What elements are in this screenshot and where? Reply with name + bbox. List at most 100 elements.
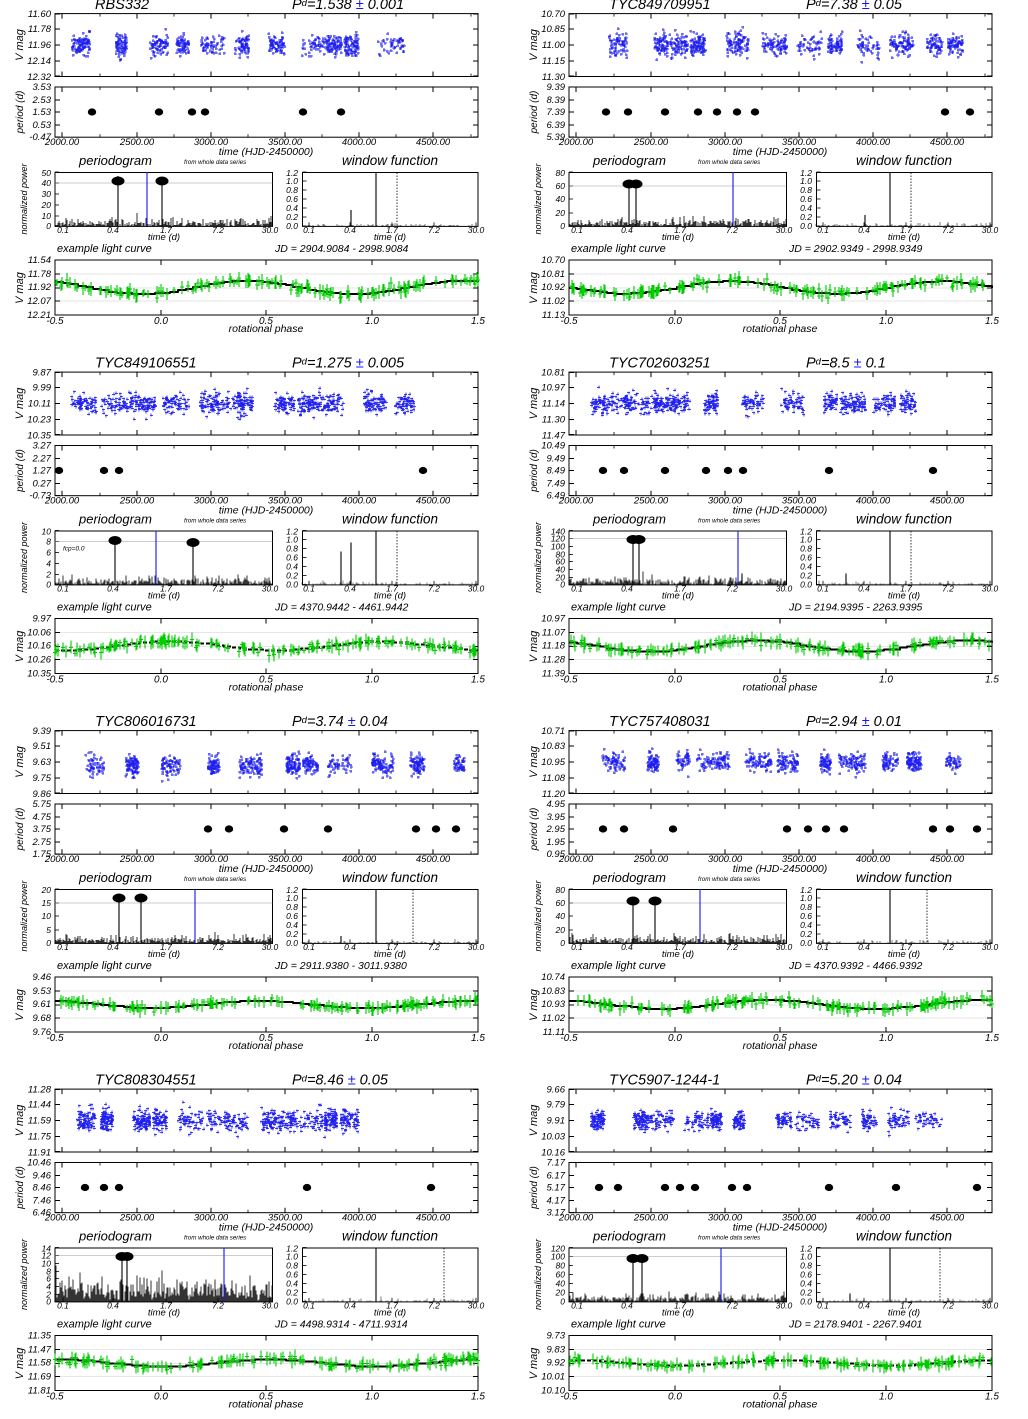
svg-text:0.0: 0.0 — [286, 221, 298, 231]
svg-text:11.44: 11.44 — [28, 1100, 51, 1111]
svg-text:rotational phase: rotational phase — [743, 1040, 818, 1052]
svg-text:4000.00: 4000.00 — [342, 854, 377, 865]
svg-text:5: 5 — [46, 925, 51, 935]
svg-text:JD = 4370.9442 - 4461.9442: JD = 4370.9442 - 4461.9442 — [274, 602, 409, 614]
svg-text:example light curve: example light curve — [57, 960, 152, 972]
svg-text:10.11: 10.11 — [28, 399, 51, 410]
svg-text:11.92: 11.92 — [28, 282, 52, 293]
svg-text:15: 15 — [42, 898, 52, 908]
svg-text:V mag: V mag — [14, 1104, 26, 1137]
svg-text:4500.00: 4500.00 — [930, 496, 965, 507]
svg-text:5.75: 5.75 — [33, 799, 52, 810]
svg-text:10.83: 10.83 — [541, 741, 565, 752]
svg-text:11.08: 11.08 — [542, 773, 566, 784]
svg-text:V mag: V mag — [14, 745, 26, 778]
svg-text:8.46: 8.46 — [33, 1183, 52, 1194]
svg-text:time (d): time (d) — [374, 949, 406, 960]
svg-text:4.17: 4.17 — [547, 1196, 566, 1207]
svg-text:period (d): period (d) — [15, 808, 26, 852]
svg-text:JD = 2902.9349 - 2998.9349: JD = 2902.9349 - 2998.9349 — [788, 243, 923, 255]
svg-text:normalized power: normalized power — [533, 879, 543, 951]
svg-text:11.78: 11.78 — [28, 24, 52, 35]
svg-text:7.2: 7.2 — [212, 584, 224, 594]
svg-text:0.0: 0.0 — [286, 1297, 298, 1307]
svg-text:7.2: 7.2 — [212, 942, 224, 952]
svg-text:9.61: 9.61 — [33, 999, 52, 1010]
svg-text:Pd=1.538 ± 0.001: Pd=1.538 ± 0.001 — [292, 0, 404, 13]
svg-text:1.0: 1.0 — [365, 675, 379, 686]
svg-text:JD = 4370.9392 - 4466.9392: JD = 4370.9392 - 4466.9392 — [788, 960, 923, 972]
svg-text:11.54: 11.54 — [28, 255, 51, 266]
svg-text:TYC5907-1244-1: TYC5907-1244-1 — [609, 1073, 720, 1089]
svg-text:10.85: 10.85 — [541, 24, 565, 35]
svg-text:4500.00: 4500.00 — [930, 854, 965, 865]
svg-text:2: 2 — [45, 570, 51, 580]
svg-text:9.51: 9.51 — [33, 741, 52, 752]
svg-text:0.4: 0.4 — [858, 225, 870, 235]
svg-text:V mag: V mag — [14, 271, 26, 304]
svg-text:10: 10 — [42, 211, 52, 221]
svg-text:10.01: 10.01 — [541, 1372, 565, 1383]
svg-text:7.2: 7.2 — [942, 225, 954, 235]
svg-text:from whole data series: from whole data series — [698, 1235, 760, 1242]
svg-text:11.28: 11.28 — [28, 1085, 52, 1096]
svg-text:30.0: 30.0 — [468, 584, 485, 594]
svg-text:4500.00: 4500.00 — [416, 496, 451, 507]
svg-text:TYC757408031: TYC757408031 — [609, 714, 711, 730]
svg-text:normalized power: normalized power — [19, 162, 29, 234]
svg-text:0.4: 0.4 — [107, 584, 119, 594]
svg-text:80: 80 — [556, 168, 566, 178]
svg-text:example light curve: example light curve — [57, 243, 152, 255]
svg-text:2500.00: 2500.00 — [119, 854, 155, 865]
svg-text:8: 8 — [46, 537, 51, 547]
svg-text:0.1: 0.1 — [303, 584, 315, 594]
svg-text:0: 0 — [46, 221, 51, 231]
svg-text:2500.00: 2500.00 — [633, 1213, 669, 1224]
svg-text:40: 40 — [556, 911, 566, 921]
svg-text:10.97: 10.97 — [541, 383, 565, 394]
svg-text:2.95: 2.95 — [546, 824, 566, 835]
svg-text:normalized power: normalized power — [533, 1238, 543, 1310]
svg-text:10.49: 10.49 — [541, 441, 565, 452]
svg-text:11.58: 11.58 — [28, 1358, 52, 1369]
svg-text:0.1: 0.1 — [571, 1301, 583, 1311]
svg-text:-0.5: -0.5 — [560, 675, 578, 686]
svg-text:V mag: V mag — [14, 1347, 26, 1380]
svg-text:time (HJD-2450000): time (HJD-2450000) — [219, 505, 314, 517]
svg-text:7.2: 7.2 — [942, 1301, 954, 1311]
svg-text:11.96: 11.96 — [28, 40, 52, 51]
svg-text:from whole data series: from whole data series — [698, 876, 760, 883]
svg-text:0.1: 0.1 — [57, 584, 69, 594]
svg-text:window function: window function — [342, 1229, 438, 1244]
svg-text:4000.00: 4000.00 — [342, 137, 377, 148]
svg-text:2000.00: 2000.00 — [558, 137, 594, 148]
svg-text:2500.00: 2500.00 — [119, 496, 155, 507]
svg-text:JD = 2178.9401 - 2267.9401: JD = 2178.9401 - 2267.9401 — [788, 1319, 922, 1331]
svg-text:periodogram: periodogram — [592, 512, 666, 527]
svg-text:7.2: 7.2 — [726, 1301, 738, 1311]
svg-text:10.03: 10.03 — [541, 1132, 565, 1143]
svg-text:normalized power: normalized power — [19, 1238, 29, 1310]
svg-text:2500.00: 2500.00 — [633, 854, 669, 865]
svg-text:window function: window function — [856, 870, 952, 885]
svg-text:6.39: 6.39 — [547, 120, 566, 131]
svg-text:4.95: 4.95 — [547, 799, 566, 810]
svg-text:7.2: 7.2 — [942, 584, 954, 594]
svg-text:time (HJD-2450000): time (HJD-2450000) — [733, 146, 828, 158]
svg-text:window function: window function — [342, 153, 438, 168]
svg-text:4500.00: 4500.00 — [930, 137, 965, 148]
svg-text:10.46: 10.46 — [27, 1158, 51, 1169]
svg-text:time (d): time (d) — [148, 591, 180, 602]
svg-text:V mag: V mag — [14, 630, 26, 663]
svg-text:2000.00: 2000.00 — [44, 496, 80, 507]
svg-text:period (d): period (d) — [15, 91, 26, 135]
svg-text:30.0: 30.0 — [982, 225, 999, 235]
svg-text:10.71: 10.71 — [541, 726, 565, 737]
svg-text:2500.00: 2500.00 — [119, 137, 155, 148]
svg-text:Pd=2.94 ± 0.01: Pd=2.94 ± 0.01 — [806, 714, 902, 730]
svg-text:V mag: V mag — [528, 1104, 540, 1137]
svg-text:time (HJD-2450000): time (HJD-2450000) — [219, 1222, 314, 1234]
svg-text:period (d): period (d) — [529, 1166, 540, 1210]
svg-text:V mag: V mag — [528, 988, 540, 1021]
svg-text:0.4: 0.4 — [107, 225, 119, 235]
